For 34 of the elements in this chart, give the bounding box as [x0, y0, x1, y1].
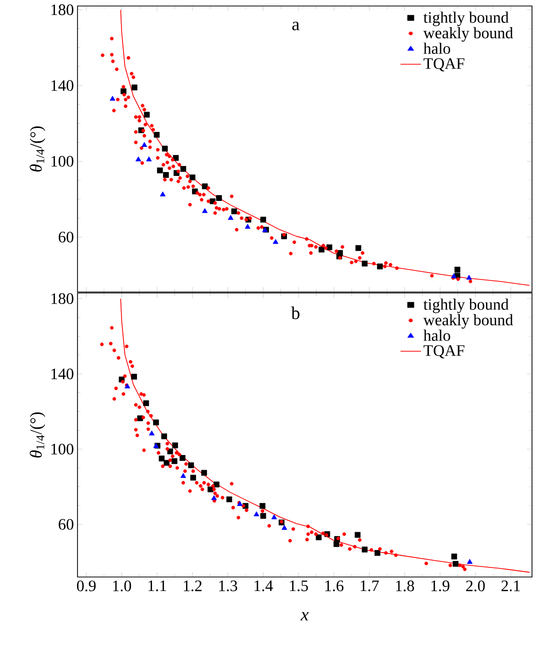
x-tick-label: 1.1 — [148, 580, 166, 592]
legend-label: halo — [423, 330, 450, 341]
x-tick-label: 2.0 — [466, 580, 485, 592]
x-tick-label: 1.4 — [254, 580, 273, 592]
x-tick-label: 1.9 — [431, 580, 450, 592]
y-tick-label: 100 — [51, 444, 74, 454]
x-tick-label: 0.9 — [76, 580, 96, 592]
x-tick-label: 1.2 — [184, 580, 202, 592]
x-tick-label: 1.5 — [290, 580, 308, 592]
y-tick-label: 100 — [51, 156, 74, 167]
x-tick-label: 1.0 — [113, 580, 132, 592]
y-tick-label: 140 — [51, 368, 74, 380]
y-axis-title: θ$_{1/4}$/(°) — [30, 412, 46, 458]
x-tick-label: 1.6 — [325, 580, 344, 592]
legend-label: TQAF — [424, 58, 464, 72]
x-tick-label: 1.3 — [219, 580, 238, 592]
x-tick-label: 2.1 — [502, 580, 520, 592]
y-tick-label: 60 — [58, 518, 74, 530]
y-tick-label: 140 — [51, 80, 74, 91]
legend-label: tightly bound — [423, 12, 509, 26]
legend-label: TQAF — [424, 345, 464, 358]
legend-label: weakly bound — [423, 27, 514, 42]
legend-label: halo — [423, 42, 450, 54]
annotation: a — [292, 22, 300, 30]
y-axis-title: θ$_{1/4}$/(°) — [30, 126, 46, 172]
annotation: b — [291, 306, 300, 320]
y-tick-label: 180 — [51, 4, 74, 16]
x-axis-title: x — [300, 612, 309, 620]
y-tick-label: 180 — [51, 293, 74, 304]
legend-label: tightly bound — [423, 298, 509, 314]
x-tick-label: 1.7 — [360, 580, 379, 592]
y-tick-label: 60 — [58, 232, 74, 242]
x-tick-label: 1.8 — [396, 580, 414, 592]
legend-label: weakly bound — [423, 314, 514, 329]
